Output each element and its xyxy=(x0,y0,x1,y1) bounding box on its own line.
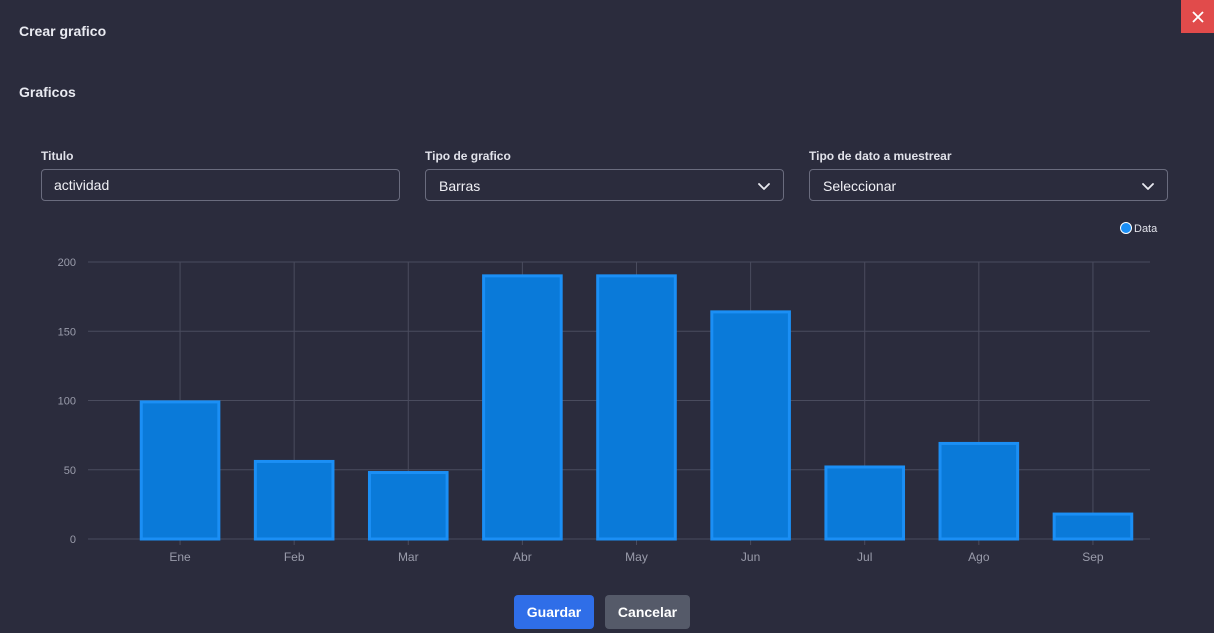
y-tick-label: 150 xyxy=(58,326,76,338)
bar xyxy=(367,471,449,541)
x-tick-label: Abr xyxy=(513,550,532,564)
bar xyxy=(253,459,335,541)
bar xyxy=(938,441,1020,541)
title-field-wrapper xyxy=(41,169,400,201)
chevron-down-icon xyxy=(758,183,770,190)
modal-title: Crear grafico xyxy=(19,23,107,39)
chart-type-value: Barras xyxy=(439,178,481,194)
chart-bars xyxy=(139,274,1134,541)
chart-ticks: 0 50 100 150 200 Ene Feb Mar Abr May Jun Jul Ago Sep xyxy=(58,257,1104,564)
x-tick-label: Sep xyxy=(1082,550,1104,564)
bar xyxy=(139,400,221,541)
x-tick-label: Feb xyxy=(284,550,305,564)
x-tick-label: Ene xyxy=(169,550,191,564)
bar xyxy=(710,310,791,541)
y-tick-label: 100 xyxy=(58,396,76,408)
title-input[interactable] xyxy=(42,170,399,200)
x-tick-label: Mar xyxy=(398,550,419,564)
legend-marker xyxy=(1120,222,1132,234)
data-type-label: Tipo de dato a muestrear xyxy=(809,149,952,163)
bar xyxy=(596,274,677,541)
x-tick-label: Jun xyxy=(741,550,760,564)
chevron-down-icon xyxy=(1142,183,1154,190)
section-title: Graficos xyxy=(19,84,76,100)
y-tick-label: 50 xyxy=(64,465,76,477)
x-tick-label: Jul xyxy=(857,550,872,564)
data-type-select[interactable]: Seleccionar xyxy=(809,169,1168,201)
x-tick-label: May xyxy=(625,550,648,564)
data-type-value: Seleccionar xyxy=(823,178,897,194)
close-button[interactable] xyxy=(1181,0,1214,33)
save-button[interactable]: Guardar xyxy=(514,595,594,629)
chart-type-label: Tipo de grafico xyxy=(425,149,511,163)
title-label: Titulo xyxy=(41,149,74,163)
chart-type-select[interactable]: Barras xyxy=(425,169,784,201)
x-tick-label: Ago xyxy=(968,550,990,564)
cancel-button[interactable]: Cancelar xyxy=(605,595,690,629)
bar xyxy=(824,465,906,541)
chart-legend[interactable]: Data xyxy=(1120,222,1159,236)
y-tick-label: 200 xyxy=(58,257,76,269)
bar xyxy=(1052,512,1134,541)
bar xyxy=(482,274,563,541)
legend-label: Data xyxy=(1134,223,1158,235)
y-tick-label: 0 xyxy=(70,534,76,546)
close-icon xyxy=(1191,10,1204,23)
